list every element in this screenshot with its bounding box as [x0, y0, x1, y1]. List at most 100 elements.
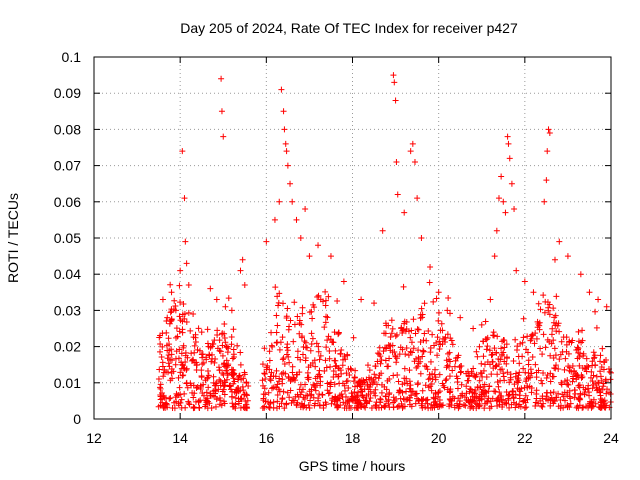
- dense-point: [520, 315, 527, 322]
- dense-point: [474, 383, 481, 390]
- dense-point: [408, 327, 415, 334]
- dense-point: [167, 356, 174, 363]
- dense-point: [575, 382, 582, 389]
- data-point: [358, 296, 365, 303]
- dense-point: [590, 396, 597, 403]
- dense-point: [191, 342, 198, 349]
- dense-point: [491, 388, 498, 395]
- dense-point: [431, 371, 438, 378]
- dense-point: [597, 368, 604, 375]
- dense-point: [211, 337, 218, 344]
- dense-point: [564, 381, 571, 388]
- dense-point: [436, 338, 443, 345]
- dense-point: [385, 400, 392, 407]
- dense-point: [322, 357, 329, 364]
- dense-point: [517, 388, 524, 395]
- dense-point: [266, 348, 273, 355]
- dense-point: [446, 349, 453, 356]
- dense-point: [324, 337, 331, 344]
- dense-point: [383, 386, 390, 393]
- dense-point: [299, 310, 306, 317]
- dense-point: [428, 381, 435, 388]
- data-point: [427, 263, 434, 270]
- data-point: [513, 267, 520, 274]
- dense-point: [265, 403, 272, 410]
- data-point: [306, 253, 313, 260]
- dense-point: [308, 341, 315, 348]
- dense-point: [425, 384, 432, 391]
- dense-point: [312, 384, 319, 391]
- dense-point: [476, 402, 483, 409]
- dense-point: [259, 361, 266, 368]
- dense-point: [278, 400, 285, 407]
- dense-point: [525, 370, 532, 377]
- dense-point: [565, 381, 572, 388]
- data-point: [213, 296, 220, 303]
- dense-point: [221, 320, 228, 327]
- dense-point: [203, 397, 210, 404]
- dense-point: [493, 397, 500, 404]
- data-point: [411, 158, 418, 165]
- dense-point: [556, 356, 563, 363]
- data-point: [278, 86, 285, 93]
- dense-point: [335, 329, 342, 336]
- dense-point: [423, 337, 430, 344]
- dense-point: [286, 323, 293, 330]
- dense-point: [525, 357, 532, 364]
- dense-point: [223, 357, 230, 364]
- dense-point: [173, 325, 180, 332]
- dense-point: [299, 351, 306, 358]
- dense-point: [480, 383, 487, 390]
- dense-point: [237, 349, 244, 356]
- dense-point: [160, 373, 167, 380]
- dense-point: [213, 379, 220, 386]
- data-point: [392, 97, 399, 104]
- dense-point: [280, 355, 287, 362]
- dense-point: [533, 387, 540, 394]
- dense-point: [274, 322, 281, 329]
- dense-point: [279, 395, 286, 402]
- dense-point: [332, 357, 339, 364]
- dense-point: [358, 386, 365, 393]
- dense-point: [531, 340, 538, 347]
- dense-point: [568, 368, 575, 375]
- dense-point: [316, 401, 323, 408]
- dense-point: [495, 383, 502, 390]
- dense-point: [478, 389, 485, 396]
- data-point: [545, 126, 552, 133]
- dense-point: [299, 400, 306, 407]
- y-tick-label: 0: [73, 411, 81, 427]
- dense-point: [481, 405, 488, 412]
- dense-point: [579, 337, 586, 344]
- dense-point: [407, 348, 414, 355]
- dense-point: [279, 380, 286, 387]
- dense-point: [235, 388, 242, 395]
- dense-point: [337, 351, 344, 358]
- dense-point: [533, 369, 540, 376]
- dense-point: [322, 319, 329, 326]
- dense-point: [438, 320, 445, 327]
- data-point: [241, 282, 248, 289]
- dense-point: [560, 393, 567, 400]
- dense-point: [510, 387, 517, 394]
- dense-point: [486, 383, 493, 390]
- dense-point: [482, 336, 489, 343]
- dense-point: [316, 356, 323, 363]
- y-tick-label: 0.01: [54, 375, 81, 391]
- dense-point: [418, 305, 425, 312]
- data-point: [478, 321, 485, 328]
- dense-point: [377, 360, 384, 367]
- dense-point: [571, 386, 578, 393]
- dense-point: [274, 293, 281, 300]
- dense-point: [261, 345, 268, 352]
- dense-point: [174, 333, 181, 340]
- x-tick-label: 16: [259, 430, 275, 446]
- dense-point: [467, 386, 474, 393]
- dense-point: [567, 395, 574, 402]
- data-point: [218, 75, 225, 82]
- dense-point: [157, 381, 164, 388]
- dense-point: [449, 341, 456, 348]
- dense-point: [513, 400, 520, 407]
- dense-point: [219, 342, 226, 349]
- dense-point: [336, 365, 343, 372]
